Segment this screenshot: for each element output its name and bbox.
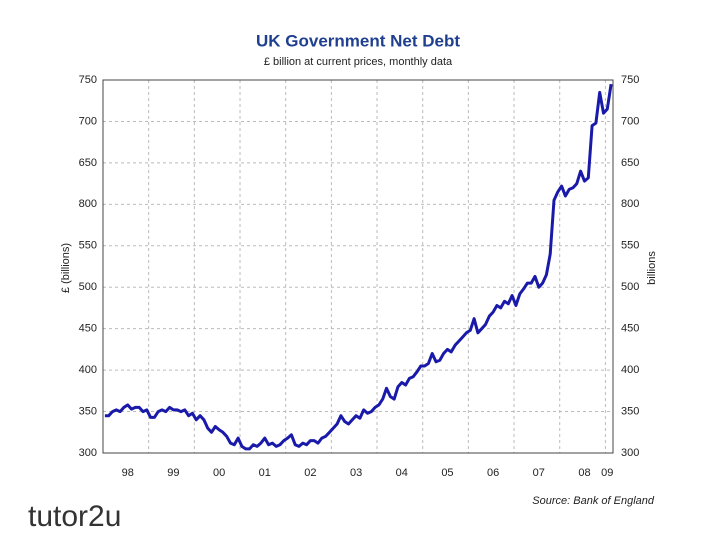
y2-tick-label: 700 — [621, 115, 639, 127]
x-tick-label: 02 — [304, 467, 316, 479]
y2-tick-label: 300 — [621, 447, 639, 459]
y-tick-label: 500 — [79, 281, 97, 293]
x-tick-label: 99 — [167, 467, 179, 479]
y2-tick-label: 500 — [621, 281, 639, 293]
y2-tick-label: 400 — [621, 364, 639, 376]
logo: tutor2u — [28, 500, 121, 533]
y-tick-label: 550 — [79, 240, 97, 252]
y2-tick-label: 550 — [621, 240, 639, 252]
y-tick-label: 650 — [79, 157, 97, 169]
y-tick-label: 300 — [79, 447, 97, 459]
y-tick-label: 750 — [79, 74, 97, 86]
x-tick-label: 03 — [350, 467, 362, 479]
y2-tick-label: 750 — [621, 74, 639, 86]
y2-tick-label: 450 — [621, 323, 639, 335]
y2-axis-label: billions — [646, 251, 658, 285]
x-tick-label: 01 — [259, 467, 271, 479]
y2-tick-label: 650 — [621, 157, 639, 169]
y-tick-label: 700 — [79, 115, 97, 127]
y-axis-label: £ (billions) — [60, 243, 72, 293]
x-tick-label: 08 — [578, 467, 590, 479]
y-tick-label: 800 — [79, 198, 97, 210]
x-tick-label: 07 — [533, 467, 545, 479]
data-line — [104, 83, 613, 451]
source: Source: Bank of England — [532, 495, 655, 507]
chart-subtitle: £ billion at current prices, monthly dat… — [264, 56, 453, 68]
x-tick-label: 09 — [601, 467, 613, 479]
x-tick-label: 04 — [396, 467, 408, 479]
y-tick-label: 350 — [79, 405, 97, 417]
x-tick-label: 98 — [122, 467, 134, 479]
y-tick-label: 400 — [79, 364, 97, 376]
plot-frame — [102, 79, 614, 454]
chart-title: UK Government Net Debt — [256, 31, 460, 50]
y2-tick-label: 800 — [621, 198, 639, 210]
x-tick-label: 05 — [441, 467, 453, 479]
x-tick-label: 00 — [213, 467, 225, 479]
x-tick-label: 06 — [487, 467, 499, 479]
y-tick-label: 450 — [79, 323, 97, 335]
y2-tick-label: 350 — [621, 405, 639, 417]
